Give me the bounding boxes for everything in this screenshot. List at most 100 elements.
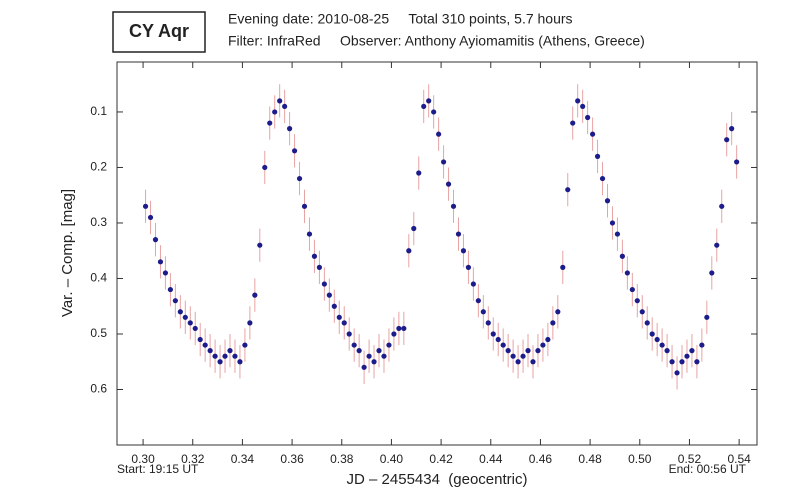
data-point [714,242,720,248]
subtitle-line: Filter: InfraRed Observer: Anthony Ayiom… [228,33,645,49]
data-point [331,303,337,309]
x-tick-label: 0.30 [131,452,155,466]
data-point [729,126,735,132]
data-point [426,98,432,104]
data-point [664,348,670,354]
data-point [500,342,506,348]
data-point [505,348,511,354]
data-point [157,259,164,265]
data-point [515,359,521,365]
data-point [247,320,253,326]
data-point [669,359,675,365]
data-point [589,131,596,137]
data-point [694,359,700,365]
data-point [450,203,457,209]
y-tick-label: 0.3 [90,215,107,229]
data-point [654,336,660,343]
data-point [282,103,288,110]
x-tick-label: 0.50 [628,452,652,466]
data-point [142,203,149,209]
data-point [267,120,273,126]
data-point [197,336,203,343]
data-point [724,137,730,143]
data-point [644,320,650,326]
data-point [366,353,372,359]
data-point [475,298,481,304]
data-point [187,320,193,326]
data-point [455,231,462,237]
data-point [709,270,715,276]
data-point [609,220,616,226]
data-point [401,325,407,332]
data-point [386,342,392,348]
data-point [674,370,680,376]
data-point [485,320,491,326]
x-tick-label: 0.36 [280,452,304,466]
data-point [555,309,561,315]
data-point [470,281,476,287]
y-tick-label: 0.6 [90,382,107,396]
data-point [540,342,546,348]
data-point [535,348,541,354]
data-point [152,237,159,243]
title-box [112,11,206,53]
data-point [480,309,486,315]
data-point [624,270,630,276]
data-point [719,203,725,209]
data-point [376,348,382,354]
x-tick-label: 0.32 [181,452,205,466]
data-point [406,248,412,254]
data-point [734,159,740,165]
data-point [371,359,377,365]
plot-frame [116,61,758,446]
data-point [252,292,258,298]
x-axis-label: JD – 2455434 (geocentric) [347,471,528,488]
data-point [565,187,571,193]
data-point [301,203,308,209]
data-point [689,348,695,354]
y-tick-label: 0.2 [90,160,107,174]
data-point [585,114,591,121]
data-point [431,109,437,115]
data-point [396,325,402,332]
x-tick-label: 0.44 [479,452,503,466]
data-point [391,331,397,337]
data-point [277,98,283,104]
data-point [525,348,531,354]
data-point [436,131,442,137]
data-point [460,248,467,254]
data-point [306,231,313,237]
y-tick-label: 0.4 [90,271,107,285]
data-point [227,348,233,354]
data-point [570,120,576,126]
start-label: Start: 19:15 UT [117,462,199,476]
data-point [440,159,447,165]
y-axis-label: Var. – Comp. [mag] [59,189,76,317]
data-point [207,348,213,354]
data-point [321,281,327,287]
data-point [495,336,501,343]
data-point [679,359,685,365]
data-point [614,231,621,237]
data-point [296,175,303,182]
x-tick-label: 0.42 [429,452,453,466]
data-point [530,359,536,365]
data-point [629,286,635,293]
data-point [162,270,169,276]
data-point [580,103,586,110]
data-point [634,298,640,304]
data-point [182,314,188,320]
data-point [490,331,496,337]
x-tick-label: 0.46 [529,452,553,466]
x-tick-label: 0.48 [578,452,602,466]
data-point [421,103,427,110]
data-point [291,148,298,154]
data-point [202,342,208,348]
data-point [575,98,581,104]
data-point [411,225,417,232]
data-point [356,348,362,354]
data-point [287,126,293,132]
data-point [336,314,342,320]
data-point [212,353,218,359]
